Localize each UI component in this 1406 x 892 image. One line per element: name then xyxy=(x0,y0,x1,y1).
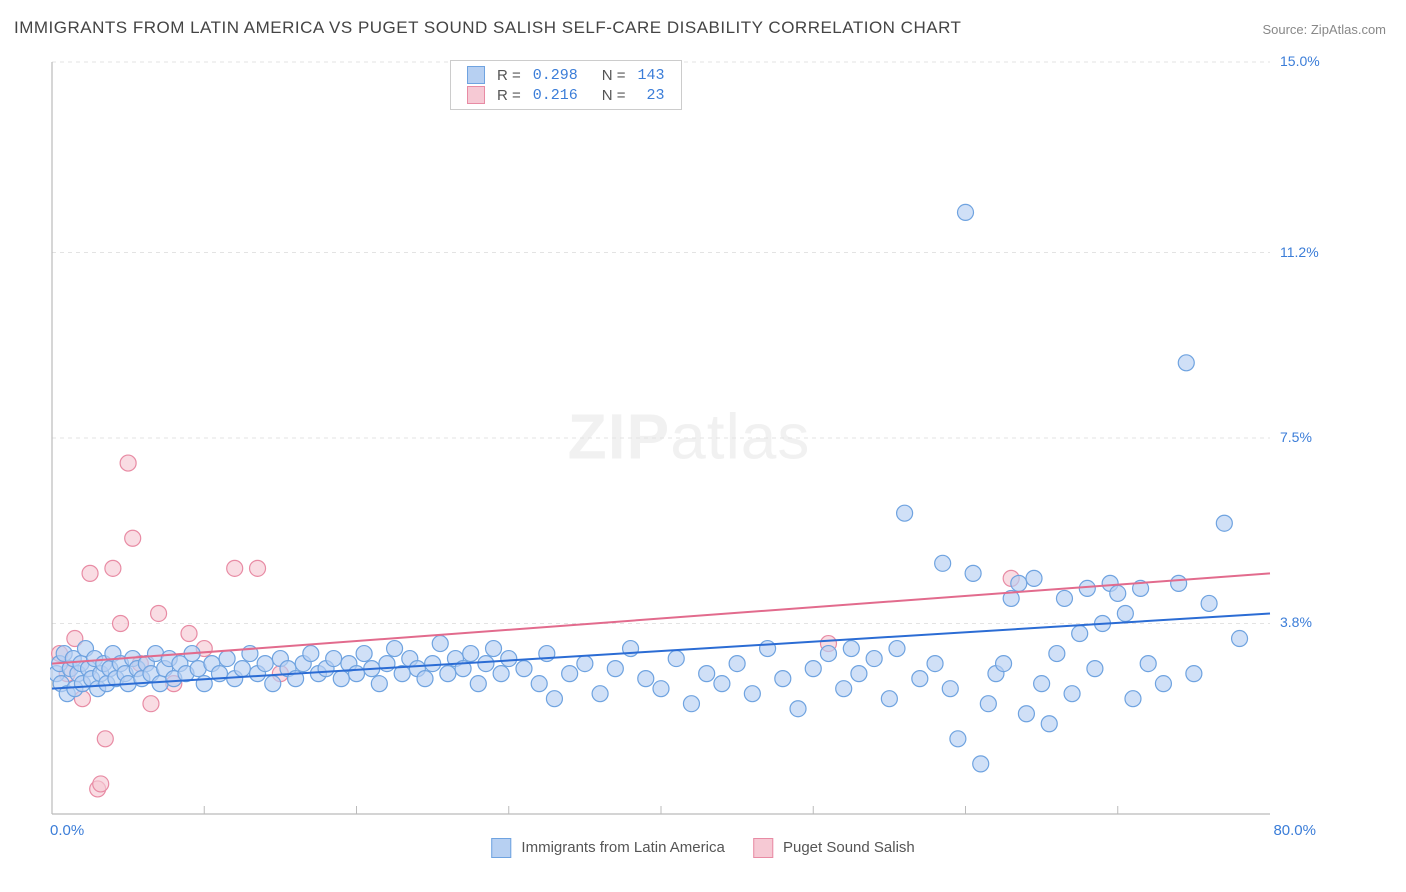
svg-text:ZIPatlas: ZIPatlas xyxy=(568,400,811,472)
chart-container: IMMIGRANTS FROM LATIN AMERICA VS PUGET S… xyxy=(0,0,1406,892)
y-tick-label: 7.5% xyxy=(1280,429,1312,445)
legend-item-a: Immigrants from Latin America xyxy=(491,838,725,858)
r-value-b: 0.216 xyxy=(527,85,584,105)
swatch-series-b xyxy=(467,86,485,104)
swatch-series-a xyxy=(467,66,485,84)
series-b-name: Puget Sound Salish xyxy=(783,839,915,856)
n-label: N = xyxy=(596,65,632,85)
x-axis-end: 80.0% xyxy=(1273,822,1316,839)
chart-title: IMMIGRANTS FROM LATIN AMERICA VS PUGET S… xyxy=(14,18,961,38)
r-label: R = xyxy=(491,65,527,85)
n-label: N = xyxy=(596,85,632,105)
r-label: R = xyxy=(491,85,527,105)
y-tick-label: 15.0% xyxy=(1280,53,1320,69)
y-tick-label: 3.8% xyxy=(1280,614,1312,630)
r-value-a: 0.298 xyxy=(527,65,584,85)
legend-row-series-a: R = 0.298 N = 143 xyxy=(461,65,671,85)
series-a-name: Immigrants from Latin America xyxy=(521,839,724,856)
chart-source: Source: ZipAtlas.com xyxy=(1262,22,1386,37)
legend-stats: R = 0.298 N = 143 R = 0.216 N = 23 xyxy=(450,60,682,110)
swatch-series-a xyxy=(491,838,511,858)
n-value-a: 143 xyxy=(632,65,671,85)
swatch-series-b xyxy=(753,838,773,858)
n-value-b: 23 xyxy=(632,85,671,105)
x-axis-start: 0.0% xyxy=(50,822,84,839)
legend-series: Immigrants from Latin America Puget Soun… xyxy=(491,838,915,858)
y-tick-label: 11.2% xyxy=(1280,244,1319,260)
legend-item-b: Puget Sound Salish xyxy=(753,838,915,858)
scatter-plot: ZIPatlas xyxy=(50,58,1328,828)
legend-row-series-b: R = 0.216 N = 23 xyxy=(461,85,671,105)
